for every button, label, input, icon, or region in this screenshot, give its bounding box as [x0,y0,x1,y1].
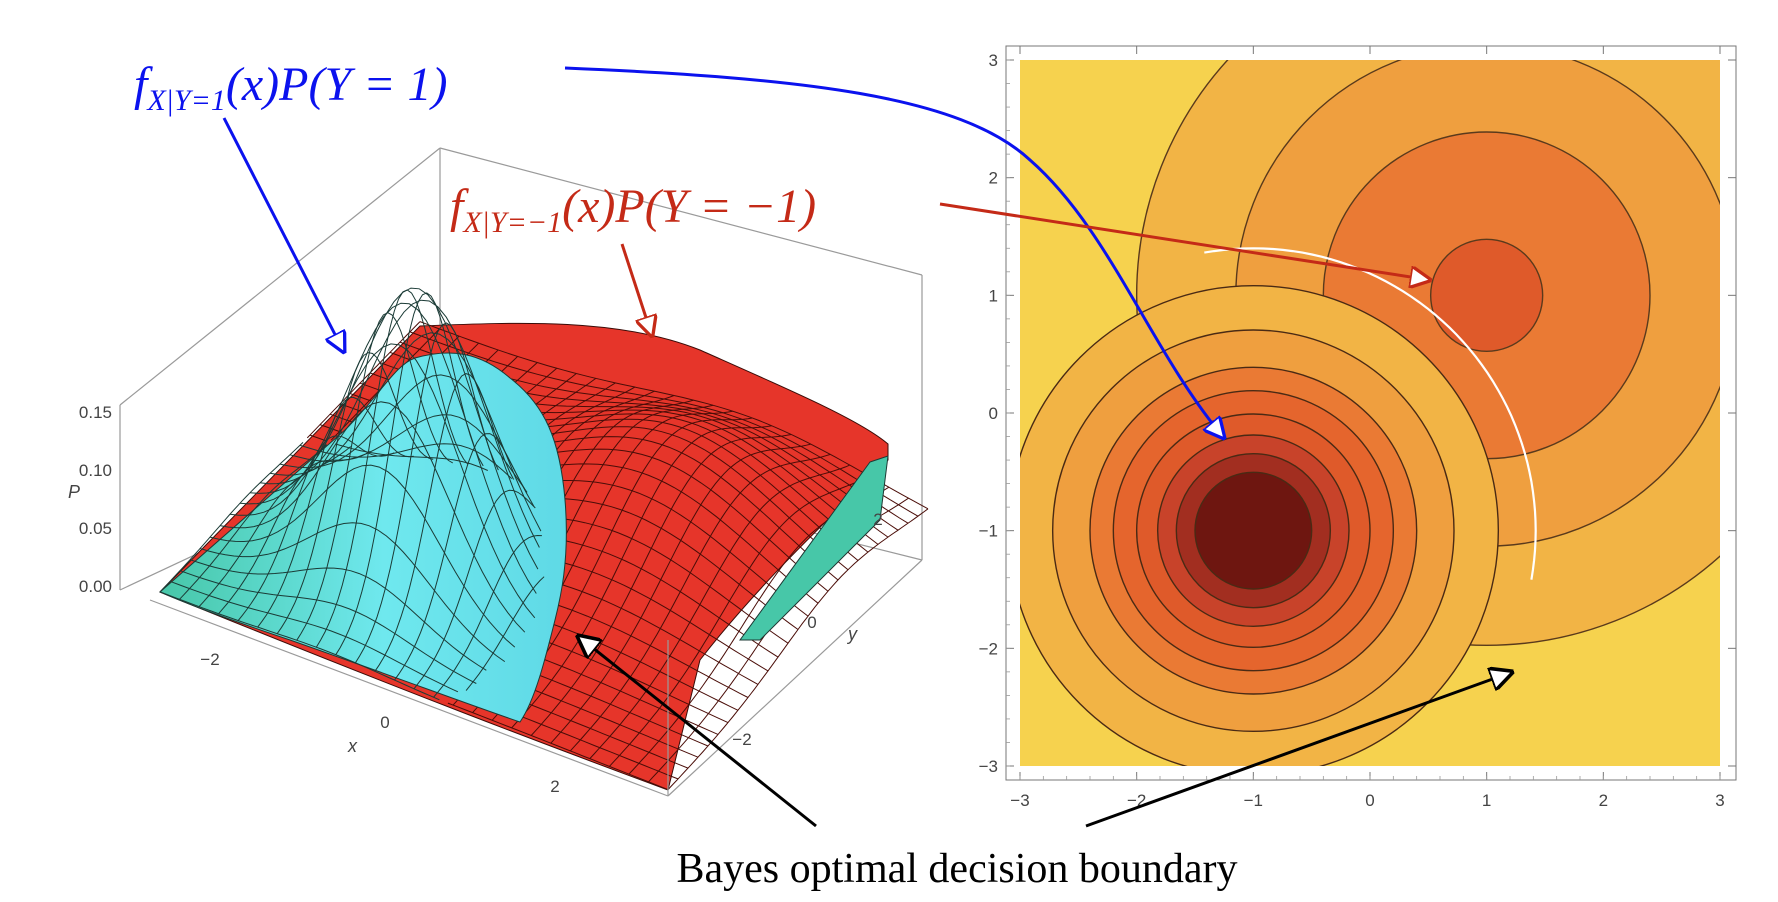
decision-boundary [1204,247,1537,580]
blue-arrow-to-surface [222,117,344,352]
y-tick-label: −2 [732,730,751,749]
x-tick-label: −1 [1244,791,1263,810]
surface-plot: 0.15 0.10 0.05 0.00 P −2 0 2 x −2 0 2 y [68,147,929,797]
mesh-line [169,580,459,693]
red-arrow-to-surface [620,243,652,336]
mesh-line [335,443,488,471]
x-tick-label: 2 [1599,791,1608,810]
y-tick-label: −2 [979,639,998,658]
mesh-line [335,292,484,655]
mesh-line [535,497,799,630]
mesh-line [547,558,769,672]
mesh-line [409,331,919,517]
blue-arrow-to-contour [564,66,1224,438]
x-axis-ticks: −2 0 2 [200,650,559,796]
mesh-line [198,446,352,607]
mesh-line [542,516,789,644]
mesh-line [179,444,328,600]
mesh-line [549,537,779,658]
x-tick-label: −2 [200,650,219,669]
mesh-line [511,425,772,729]
z-axis-ticks: 0.15 0.10 0.05 0.00 [79,403,112,596]
mesh-line [374,373,515,672]
x-tick-label: 2 [550,777,559,796]
green-edge [739,455,889,641]
mesh-line [589,464,850,759]
mesh-line [433,534,542,698]
contour-rings [1020,60,1720,766]
z-tick-label: 0.10 [79,461,112,480]
mesh-line [315,289,469,648]
box-front-edges [149,559,923,797]
z-axis-label: P [68,482,80,502]
mesh-line [289,414,528,493]
x-axis-label: x [347,736,358,756]
z-tick-label: 0.15 [79,403,112,422]
mesh-line [419,321,929,510]
y-tick-label: 3 [989,51,998,70]
mesh-line [354,322,499,664]
mesh-line [239,302,537,594]
z-tick-label: 0.00 [79,577,112,596]
y-tick-label: 0 [989,404,998,423]
black-arrow-to-contour [1085,672,1512,828]
red-arrow-to-contour [939,202,1430,280]
red-series-label: fX|Y=−1(x)P(Y = −1) [450,180,816,239]
black-arrow-to-surface [578,636,817,828]
caption: Bayes optimal decision boundary [676,846,1237,892]
y-tick-label: 1 [989,286,998,305]
y-axis-ticks: −2 0 2 [732,510,882,749]
mesh-line [550,443,811,744]
cyan-surface-mesh [159,287,545,701]
mesh-line [546,579,759,685]
annotations: fX|Y=1(x)P(Y = 1) fX|Y=−1(x)P(Y = −1) Ba… [134,58,1512,892]
y-axis-label: y [846,624,858,644]
mesh-line [179,570,477,684]
x-tick-label: 0 [380,713,389,732]
mesh-line [279,374,535,507]
mesh-line [413,489,536,690]
mesh-line [544,600,749,698]
contour-ring [1194,471,1313,590]
x-tick-label: 1 [1482,791,1491,810]
mesh-line [545,399,694,532]
mesh-line [539,395,675,506]
mesh-line [530,434,792,736]
mesh-line [569,453,831,752]
x-tick-label: 0 [1365,791,1374,810]
y-tick-label: −1 [979,522,998,541]
y-tick-label: 2 [873,510,882,529]
mesh-line [299,443,513,479]
mesh-line [269,332,542,532]
z-tick-label: 0.05 [79,519,112,538]
contour-ring [1429,238,1544,353]
mesh-line [609,475,870,767]
mesh-line [159,591,440,701]
mesh-line [189,559,487,671]
mesh-line [465,576,545,691]
y-tick-label: −3 [979,757,998,776]
blue-series-label: fX|Y=1(x)P(Y = 1) [134,58,448,117]
y-tick-label: 0 [807,613,816,632]
mesh-line [447,702,669,791]
y-tick-label: 2 [989,169,998,188]
x-tick-label: 3 [1715,791,1724,810]
mesh-line [520,480,809,617]
mesh-line [159,442,304,593]
x-tick-label: −3 [1010,791,1029,810]
